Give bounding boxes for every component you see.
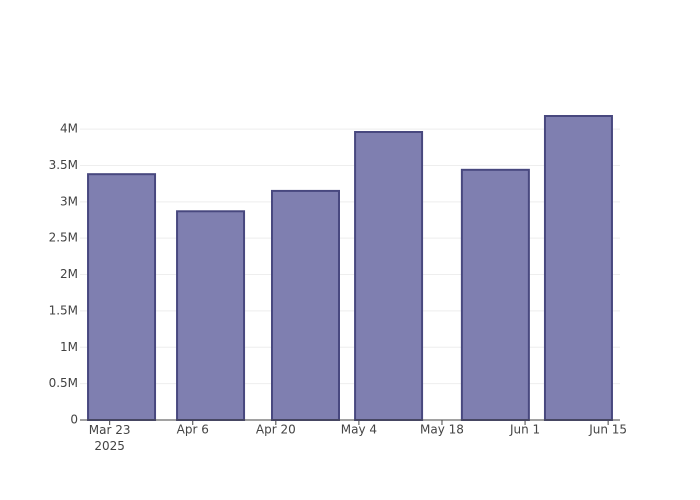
x-tick-label: Jun 1 (509, 423, 540, 437)
y-tick-label: 0.5M (49, 376, 78, 390)
y-tick-label: 2.5M (49, 231, 78, 245)
x-tick-label: Jun 15 (588, 423, 627, 437)
x-tick-label: Apr 20 (256, 423, 296, 437)
y-tick-label: 2M (60, 267, 78, 281)
x-tick-label: Mar 23 2025 (89, 423, 131, 453)
bar (354, 131, 424, 421)
bar (460, 168, 530, 421)
bar (543, 115, 613, 421)
y-tick-label: 3M (60, 194, 78, 208)
x-tick-label: Apr 6 (177, 423, 209, 437)
y-tick-label: 4M (60, 122, 78, 136)
x-tick-label: May 4 (341, 423, 377, 437)
y-tick-label: 1M (60, 340, 78, 354)
x-tick-label: May 18 (420, 423, 464, 437)
bar (176, 210, 246, 421)
y-tick-label: 0 (70, 413, 78, 427)
bar (270, 189, 340, 421)
y-tick-label: 3.5M (49, 158, 78, 172)
y-tick-label: 1.5M (49, 303, 78, 317)
bar (87, 173, 157, 421)
